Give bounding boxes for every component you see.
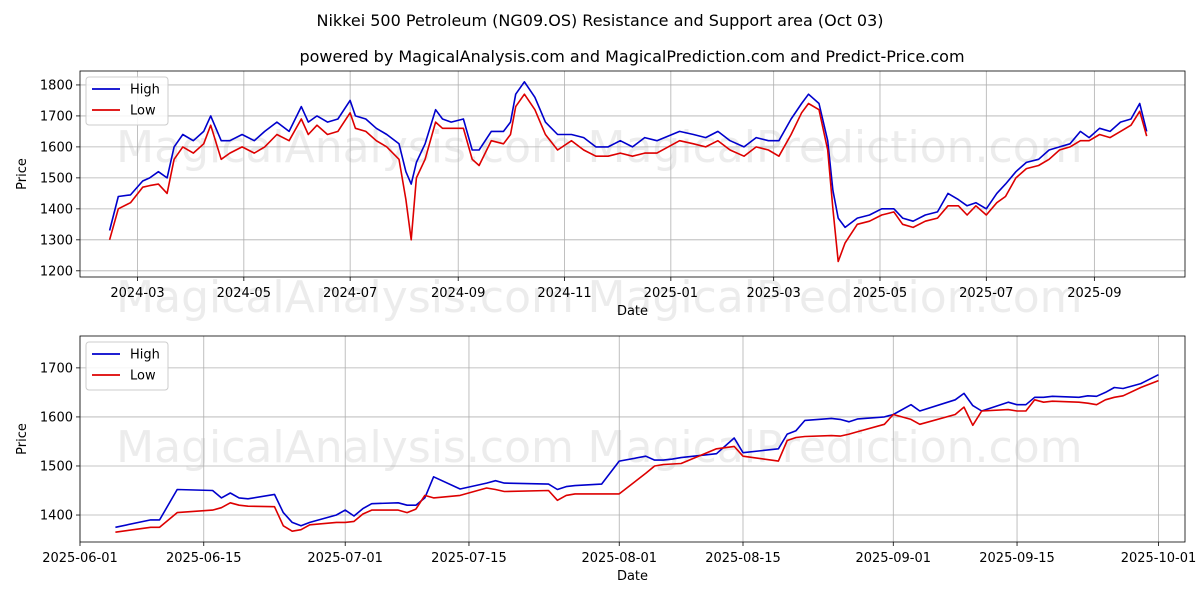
y-tick-label: 1400 (40, 202, 73, 217)
x-tick-label: 2024-05 (217, 286, 271, 301)
x-tick-label: 2025-08-01 (581, 551, 657, 566)
y-tick-label: 1300 (40, 233, 73, 248)
x-tick-label: 2024-09 (431, 286, 485, 301)
bottom-chart-panel: 1400 1500 1600 1700 2025-06-01 2025-06-15 2025… (15, 335, 1197, 584)
chart-title: Nikkei 500 Petroleum (NG09.OS) Resistanc… (316, 11, 883, 30)
legend-label-high: High (130, 348, 160, 363)
top-chart-panel: 1200 1300 1400 1500 1600 1700 1800 2024-03 2024-… (15, 70, 1186, 319)
x-tick-label: 2024-07 (323, 286, 377, 301)
x-tick-label: 2024-11 (537, 286, 591, 301)
x-tick-label: 2025-01 (644, 286, 698, 301)
watermark-text: MagicalPrediction.com (588, 272, 1083, 323)
series-line-low (108, 93, 1148, 263)
x-tick-label: 2025-07 (959, 286, 1013, 301)
x-tick-label: 2025-07-01 (307, 551, 383, 566)
series-line-high (115, 373, 1159, 529)
x-tick-label: 2025-09 (1067, 286, 1121, 301)
x-tick-label: 2025-06-01 (42, 551, 118, 566)
x-tick-label: 2024-03 (110, 286, 164, 301)
legend-label-low: Low (130, 369, 156, 384)
watermark-text: MagicalAnalysis.com (116, 272, 574, 323)
plot-frame (79, 335, 1186, 543)
x-tick-label: 2025-09-01 (855, 551, 931, 566)
y-tick-label: 1500 (40, 459, 73, 474)
y-axis-label: Price (15, 158, 30, 190)
x-tick-label: 2025-09-15 (979, 551, 1055, 566)
x-tick-label: 2025-07-15 (431, 551, 507, 566)
legend-label-high: High (130, 83, 160, 98)
x-tick-label: 2025-06-15 (166, 551, 242, 566)
y-tick-label: 1200 (40, 264, 73, 279)
series-line-low (115, 379, 1159, 533)
x-axis-label: Date (617, 569, 648, 584)
y-tick-label: 1800 (40, 78, 73, 93)
y-tick-label: 1600 (40, 140, 73, 155)
plot-frame (79, 70, 1186, 278)
y-tick-label: 1500 (40, 171, 73, 186)
series-line-high (108, 81, 1148, 231)
legend-label-low: Low (130, 104, 156, 119)
x-tick-label: 2025-05 (853, 286, 907, 301)
watermark-text: MagicalAnalysis.com (116, 122, 574, 173)
y-tick-label: 1600 (40, 410, 73, 425)
x-tick-label: 2025-08-15 (705, 551, 781, 566)
y-tick-label: 1700 (40, 109, 73, 124)
y-tick-label: 1700 (40, 361, 73, 376)
y-tick-label: 1400 (40, 509, 73, 524)
x-axis-label: Date (617, 304, 648, 319)
chart-subtitle: powered by MagicalAnalysis.com and Magic… (299, 47, 964, 66)
y-axis-label: Price (15, 423, 30, 455)
x-tick-label: 2025-10-01 (1121, 551, 1197, 566)
watermark-text: MagicalPrediction.com (588, 122, 1083, 173)
x-tick-label: 2025-03 (747, 286, 801, 301)
